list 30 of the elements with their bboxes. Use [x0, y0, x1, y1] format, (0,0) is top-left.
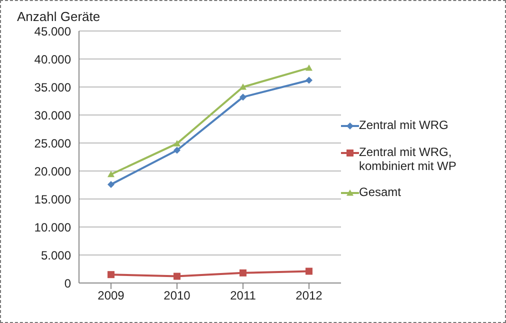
y-tick-label: 20.000: [34, 164, 72, 178]
point: [108, 271, 114, 278]
legend-label: Zentral mit WRG: [359, 118, 448, 132]
y-tick-label: 25.000: [34, 136, 72, 150]
point: [306, 76, 312, 84]
y-tick-label: 45.000: [34, 24, 72, 38]
x-tick-label: 2012: [296, 288, 323, 303]
y-tick-label: 40.000: [34, 52, 72, 66]
y-tick-label: 0: [64, 276, 72, 290]
legend-label: Zentral mit WRG, kombiniert mit WP: [359, 145, 458, 173]
legend-label: Gesamt: [359, 185, 402, 199]
point: [174, 140, 180, 146]
point: [240, 94, 246, 101]
point: [174, 146, 180, 154]
y-tick-label: 10.000: [34, 220, 72, 234]
y-axis-title: Anzahl Geräte: [17, 9, 100, 24]
point: [240, 269, 246, 276]
point: [174, 272, 180, 280]
point: [108, 180, 114, 188]
point: [306, 268, 312, 275]
x-tick-label: 2010: [164, 288, 191, 303]
y-tick-label: 30.000: [34, 108, 72, 122]
point: [240, 84, 246, 90]
point: [306, 64, 312, 71]
y-tick-label: 35.000: [34, 80, 72, 94]
point: [108, 170, 114, 178]
x-tick-label: 2009: [98, 288, 125, 303]
x-tick-label: 2011: [230, 288, 256, 303]
y-tick-label: 5.000: [40, 248, 72, 262]
y-tick-label: 15.000: [34, 192, 72, 206]
